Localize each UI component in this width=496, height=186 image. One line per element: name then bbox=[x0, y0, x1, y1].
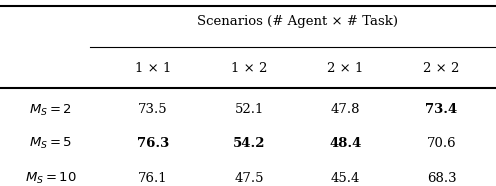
Text: 68.3: 68.3 bbox=[427, 172, 456, 185]
Text: 1 × 1: 1 × 1 bbox=[135, 62, 171, 75]
Text: 52.1: 52.1 bbox=[235, 103, 264, 116]
Text: $M_S = 2$: $M_S = 2$ bbox=[29, 102, 72, 118]
Text: $M_S = 5$: $M_S = 5$ bbox=[29, 136, 72, 151]
Text: 2 × 2: 2 × 2 bbox=[424, 62, 460, 75]
Text: 47.8: 47.8 bbox=[331, 103, 360, 116]
Text: 1 × 2: 1 × 2 bbox=[231, 62, 267, 75]
Text: 54.2: 54.2 bbox=[233, 137, 265, 150]
Text: 47.5: 47.5 bbox=[235, 172, 264, 185]
Text: 76.3: 76.3 bbox=[137, 137, 169, 150]
Text: 45.4: 45.4 bbox=[331, 172, 360, 185]
Text: 2 × 1: 2 × 1 bbox=[327, 62, 364, 75]
Text: 73.5: 73.5 bbox=[138, 103, 168, 116]
Text: 76.1: 76.1 bbox=[138, 172, 168, 185]
Text: 48.4: 48.4 bbox=[329, 137, 362, 150]
Text: 73.4: 73.4 bbox=[426, 103, 458, 116]
Text: 70.6: 70.6 bbox=[427, 137, 456, 150]
Text: $M_S = 10$: $M_S = 10$ bbox=[25, 171, 77, 186]
Text: Scenarios (# Agent × # Task): Scenarios (# Agent × # Task) bbox=[197, 15, 398, 28]
